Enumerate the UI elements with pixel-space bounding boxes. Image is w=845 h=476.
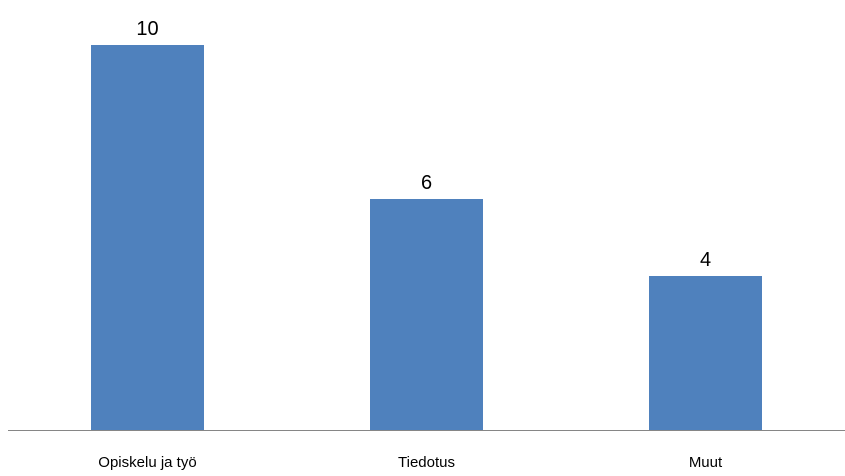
- x-tick-label-2: Muut: [689, 454, 723, 471]
- x-tick-label-0: Opiskelu ja työ: [98, 454, 196, 471]
- value-labels-group: 10 6 4: [136, 18, 711, 271]
- bar-value-label-2: 4: [700, 249, 711, 271]
- x-tick-label-1: Tiedotus: [398, 454, 455, 471]
- bar-2: [649, 276, 762, 430]
- bar-0: [91, 45, 204, 430]
- bar-1: [370, 199, 483, 430]
- bars-group: [91, 45, 762, 430]
- x-tick-labels-group: Opiskelu ja työ Tiedotus Muut: [98, 454, 723, 471]
- bar-value-label-1: 6: [421, 172, 432, 194]
- bar-value-label-0: 10: [136, 18, 158, 40]
